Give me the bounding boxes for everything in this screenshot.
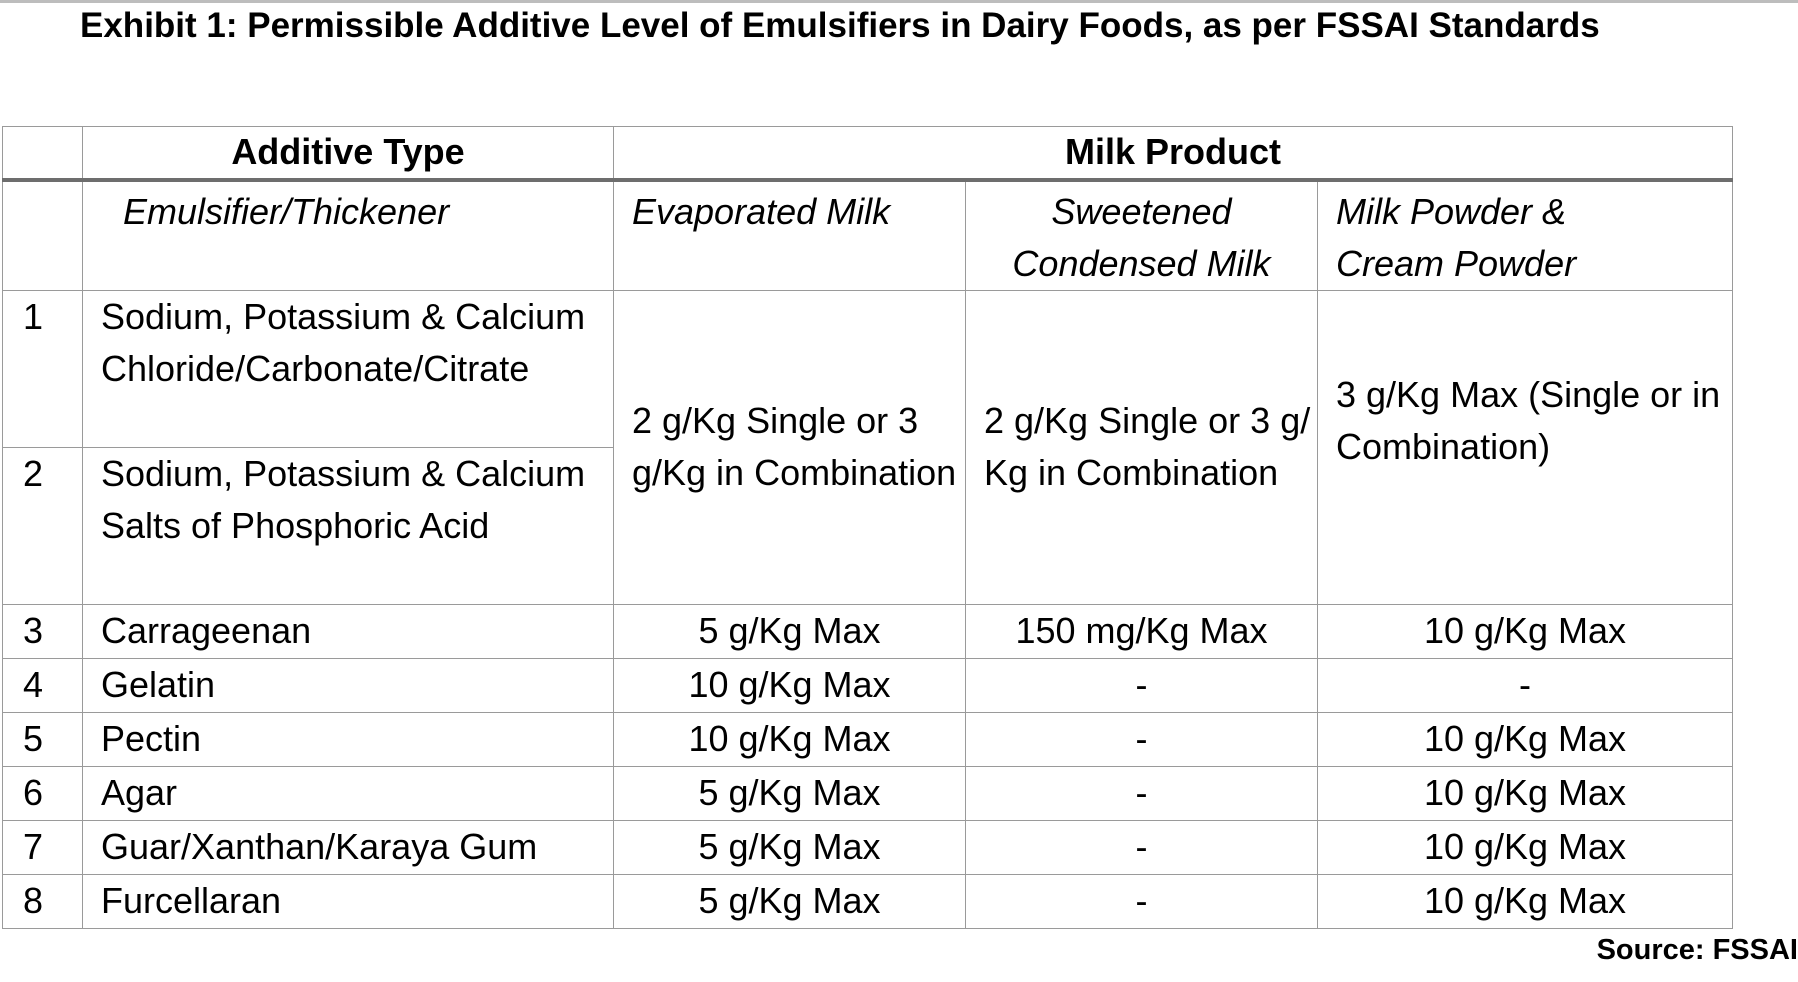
evaporated-value: 5 g/Kg Max [613, 765, 966, 821]
powder-value: - [1317, 657, 1733, 713]
row-number: 8 [2, 873, 83, 929]
source-note: Source: FSSAI [1596, 934, 1798, 966]
additive-name: Furcellaran [82, 873, 614, 929]
subheader-sweetened-line1: Sweetened [1051, 190, 1232, 232]
subheader-sweetened-line2: Condensed Milk [1012, 242, 1271, 284]
row-number: 2 [2, 446, 83, 605]
sweetened-value: - [965, 765, 1318, 821]
header-milk-product: Milk Product [613, 126, 1733, 182]
header-blank-cell [2, 126, 83, 182]
row-number: 6 [2, 765, 83, 821]
merged-powder-value: 3 g/Kg Max (Single or in Combination) [1317, 289, 1733, 605]
table-row: 2 Sodium, Potassium & Calcium Salts of P… [2, 446, 1733, 605]
table-row: 8 Furcellaran 5 g/Kg Max - 10 g/Kg Max [2, 873, 1733, 929]
powder-value: 10 g/Kg Max [1317, 819, 1733, 875]
powder-value: 10 g/Kg Max [1317, 711, 1733, 767]
additive-name: Agar [82, 765, 614, 821]
additive-name: Pectin [82, 711, 614, 767]
table-row: 6 Agar 5 g/Kg Max - 10 g/Kg Max [2, 765, 1733, 821]
evaporated-value: 5 g/Kg Max [613, 873, 966, 929]
powder-value: 10 g/Kg Max [1317, 765, 1733, 821]
table-row: 5 Pectin 10 g/Kg Max - 10 g/Kg Max [2, 711, 1733, 767]
row-number: 3 [2, 603, 83, 659]
evaporated-value: 5 g/Kg Max [613, 603, 966, 659]
row-number: 1 [2, 289, 83, 448]
header-additive-type: Additive Type [82, 126, 614, 182]
subheader-milk-powder: Milk Powder & Cream Powder [1317, 179, 1733, 291]
sweetened-value: - [965, 819, 1318, 875]
table-row: 7 Guar/Xanthan/Karaya Gum 5 g/Kg Max - 1… [2, 819, 1733, 875]
table-row: 1 Sodium, Potassium & Calcium Chloride/C… [2, 289, 1733, 605]
merged-evaporated-value: 2 g/Kg Single or 3 g/Kg in Combination [613, 289, 966, 605]
table-row: 3 Carrageenan 5 g/Kg Max 150 mg/Kg Max 1… [2, 603, 1733, 659]
evaporated-value: 5 g/Kg Max [613, 819, 966, 875]
additives-table: Additive Type Milk Product Emulsifier/Th… [2, 126, 1733, 929]
sweetened-value: - [965, 873, 1318, 929]
additive-name: Gelatin [82, 657, 614, 713]
subheader-blank-cell [2, 179, 83, 291]
row-number: 7 [2, 819, 83, 875]
page-title: Exhibit 1: Permissible Additive Level of… [80, 6, 1600, 45]
additive-name: Guar/Xanthan/Karaya Gum [82, 819, 614, 875]
subheader-powder-line1: Milk Powder & [1336, 190, 1567, 232]
additive-name: Sodium, Potassium & Calcium Chloride/Car… [82, 289, 614, 448]
merged-sweetened-value: 2 g/Kg Single or 3 g/ Kg in Combination [965, 289, 1318, 605]
header-row: Additive Type Milk Product [2, 126, 1733, 182]
row-number: 5 [2, 711, 83, 767]
additive-name: Sodium, Potassium & Calcium Salts of Pho… [82, 446, 614, 605]
subheader-sweetened-condensed-milk: Sweetened Condensed Milk [965, 179, 1318, 291]
table-row: 4 Gelatin 10 g/Kg Max - - [2, 657, 1733, 713]
additive-name: Carrageenan [82, 603, 614, 659]
sweetened-value: - [965, 711, 1318, 767]
evaporated-value: 10 g/Kg Max [613, 657, 966, 713]
subheader-powder-line2: Cream Powder [1336, 242, 1577, 284]
sweetened-value: 150 mg/Kg Max [965, 603, 1318, 659]
powder-value: 10 g/Kg Max [1317, 603, 1733, 659]
subheader-row: Emulsifier/Thickener Evaporated Milk Swe… [2, 179, 1733, 291]
evaporated-value: 10 g/Kg Max [613, 711, 966, 767]
row-number: 4 [2, 657, 83, 713]
powder-value: 10 g/Kg Max [1317, 873, 1733, 929]
top-rule [0, 0, 1798, 3]
subheader-evaporated-milk: Evaporated Milk [613, 179, 966, 291]
sweetened-value: - [965, 657, 1318, 713]
subheader-emulsifier: Emulsifier/Thickener [82, 179, 614, 291]
